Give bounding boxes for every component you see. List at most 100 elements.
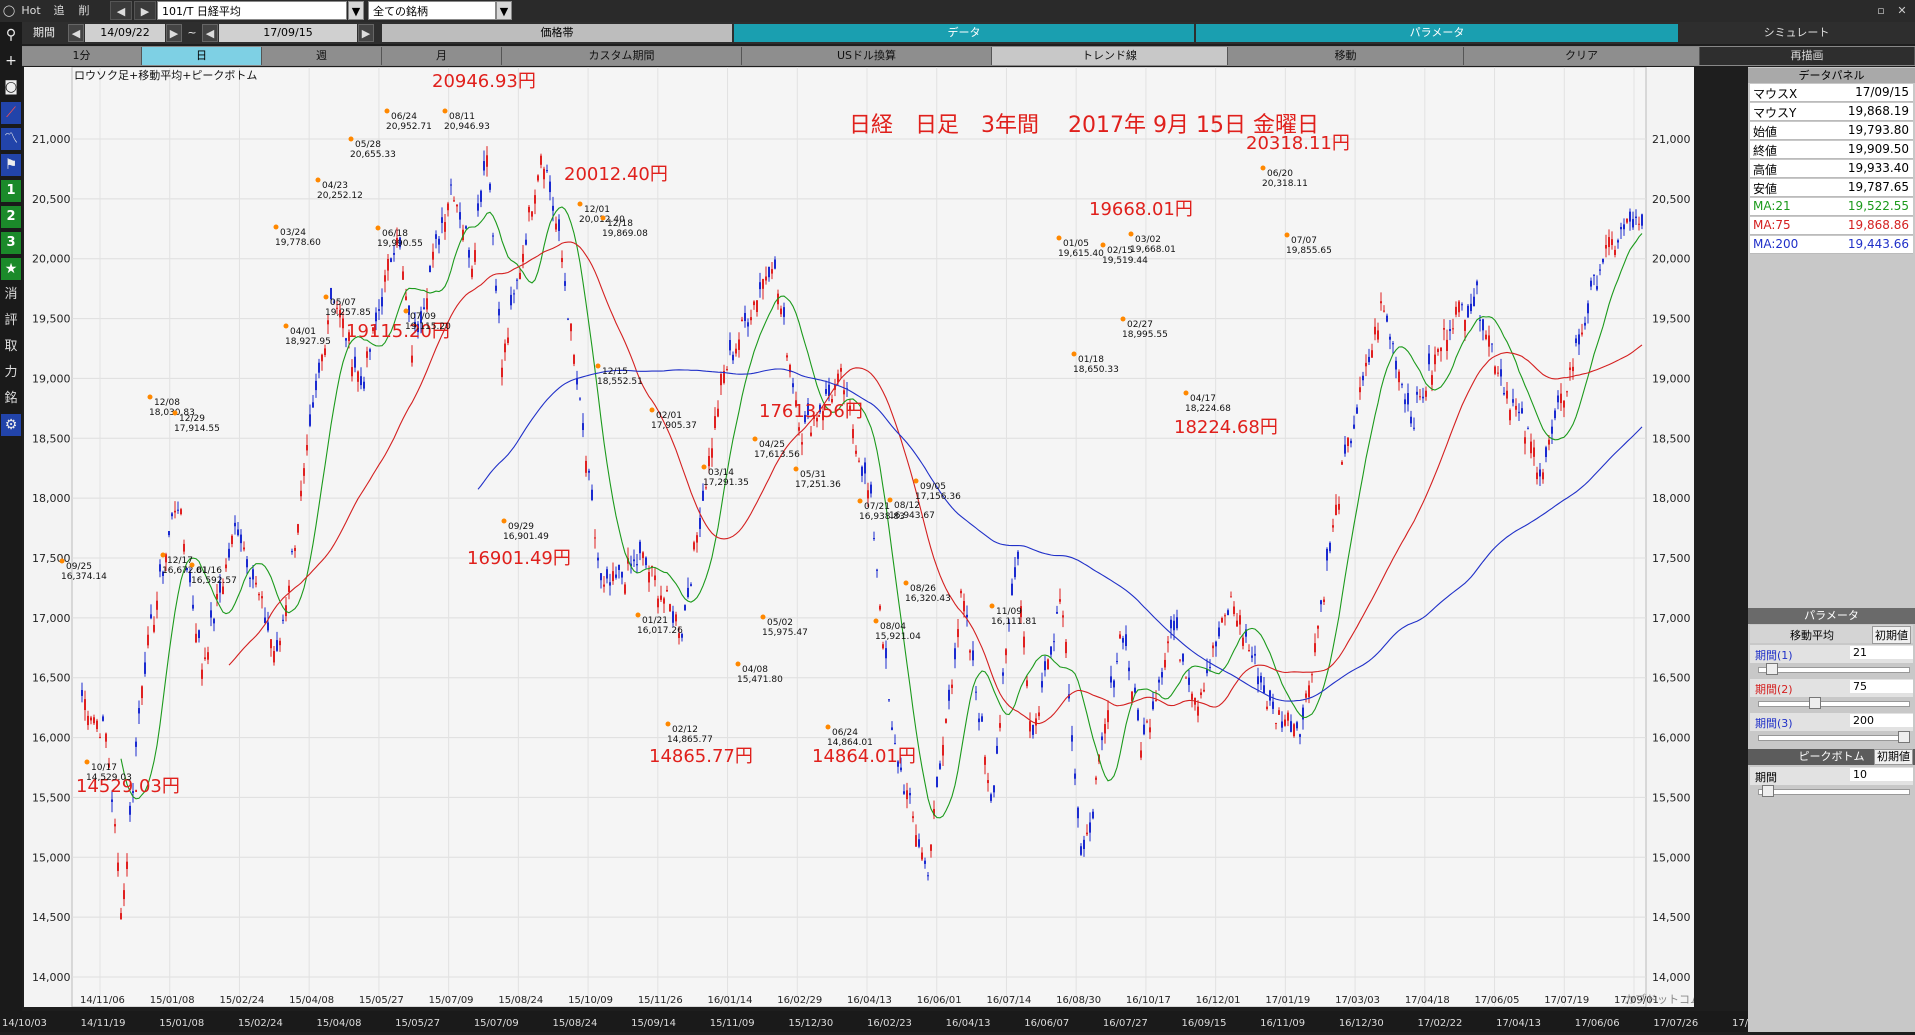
universe-select[interactable]: 全ての銘柄 (368, 1, 496, 20)
search-icon[interactable]: ⚲ (5, 27, 17, 43)
usd-convert-button[interactable]: USドル換算 (742, 47, 992, 65)
peak-date: 04/25 (759, 440, 785, 450)
tool-kanji[interactable]: 取 (4, 339, 18, 354)
tool-kanji[interactable]: 力 (4, 365, 18, 380)
slider-thumb[interactable] (1809, 697, 1822, 709)
candle-body (1068, 694, 1070, 699)
line-chart-icon[interactable]: ⟋ (1, 102, 21, 124)
candle-body (363, 381, 365, 389)
range-start-prev-icon[interactable]: ◀ (68, 24, 84, 42)
crosshair-icon[interactable]: + (5, 53, 17, 69)
peak-value: 17,156.36 (915, 492, 961, 502)
candle-body (1314, 643, 1316, 653)
candle-body (1374, 326, 1376, 335)
symbol-field[interactable]: 101/T 日経平均 (157, 1, 347, 20)
tool-kanji[interactable]: 消 (4, 287, 18, 302)
range-end-field[interactable]: 17/09/15 (219, 24, 357, 42)
star-icon[interactable]: ★ (1, 258, 21, 280)
candle-body (1527, 428, 1529, 430)
tool-kanji[interactable]: 評 (4, 313, 18, 328)
period-day[interactable]: 日 (142, 47, 262, 65)
next-arrow-icon[interactable]: ▶ (134, 1, 156, 20)
tab-price-band[interactable]: 価格帯 (382, 24, 732, 42)
ma-param-slider[interactable] (1758, 697, 1910, 709)
flag-icon[interactable]: ⚑ (1, 154, 21, 176)
ma-reset-button[interactable]: 初期値 (1872, 626, 1911, 644)
tab-simulate[interactable]: シミュレート (1680, 24, 1913, 42)
range-end-prev-icon[interactable]: ◀ (202, 24, 218, 42)
pb-param-slider[interactable] (1758, 785, 1910, 797)
candle-body (198, 630, 200, 639)
pb-reset-button[interactable]: 初期値 (1874, 749, 1913, 765)
candle-body (1266, 706, 1268, 710)
date-axis-bar: 14/10/03 14/11/19 15/01/08 15/02/24 15/04/08… (0, 1011, 1790, 1032)
delete-button[interactable]: 削 (78, 4, 90, 17)
period-week[interactable]: 週 (262, 47, 382, 65)
ma-param-value[interactable]: 21 (1850, 646, 1913, 659)
clear-button[interactable]: クリア (1464, 47, 1700, 65)
bulb-icon[interactable]: ◯ (2, 4, 16, 17)
range-end-next-icon[interactable]: ▶ (358, 24, 374, 42)
redraw-button[interactable]: 再描画 (1700, 47, 1915, 65)
candle-body (435, 234, 437, 239)
period-1min[interactable]: 1分 (22, 47, 142, 65)
candle-body (789, 364, 791, 373)
candle-body (951, 684, 953, 688)
peak-value: 15,975.47 (762, 628, 808, 638)
candle-body (1275, 722, 1277, 724)
price-callout: 14529.03円 (76, 776, 180, 797)
candle-body (1491, 343, 1493, 345)
peak-date: 08/11 (449, 112, 475, 122)
symbol-dropdown-icon[interactable]: ▼ (348, 1, 364, 20)
candle-body (1629, 211, 1631, 222)
candle-body (810, 432, 812, 436)
slider-thumb[interactable] (1761, 785, 1774, 797)
gear-icon[interactable]: ⚙ (1, 414, 21, 436)
candle-body (1428, 353, 1430, 365)
candle-body (261, 596, 263, 599)
universe-dropdown-icon[interactable]: ▼ (496, 1, 512, 20)
data-key: マウスX (1753, 87, 1798, 101)
candlestick-chart[interactable]: 21,000 21,000 20,500 20,500 20,000 20,000 19,5… (24, 66, 1723, 1008)
ma-param-value[interactable]: 75 (1850, 680, 1913, 693)
candle-body (282, 619, 284, 621)
tool-preset-3[interactable]: 3 (1, 232, 21, 254)
range-start-next-icon[interactable]: ▶ (166, 24, 182, 42)
trendline-button[interactable]: トレンド線 (992, 47, 1228, 65)
ma-param-slider[interactable] (1758, 731, 1910, 743)
candle-body (489, 183, 491, 190)
tab-params[interactable]: パラメータ (1196, 24, 1678, 42)
custom-period-button[interactable]: カスタム期間 (502, 47, 742, 65)
chart-area[interactable]: 21,000 21,000 20,500 20,500 20,000 20,000 19,5… (24, 66, 1723, 1008)
candle-body (438, 238, 440, 245)
candle-body (912, 816, 914, 819)
peak-date: 07/21 (864, 502, 890, 512)
add-button[interactable]: 追 (53, 4, 65, 17)
candle-body (1191, 693, 1193, 700)
trend-icon[interactable]: 〽 (1, 128, 21, 150)
candle-body (969, 650, 971, 653)
close-icon[interactable]: ✕ (1897, 4, 1907, 17)
data-value: 19,909.50 (1847, 142, 1909, 156)
peak-marker (384, 108, 390, 114)
slider-thumb[interactable] (1766, 663, 1778, 675)
hot-button[interactable]: Hot (21, 4, 41, 17)
candle-body (1413, 427, 1415, 429)
candle-body (1059, 599, 1061, 602)
pb-param-value[interactable]: 10 (1850, 768, 1913, 781)
period-month[interactable]: 月 (382, 47, 502, 65)
camera-icon[interactable]: ◙ (4, 79, 18, 95)
tool-kanji[interactable]: 銘 (4, 391, 18, 406)
slider-thumb[interactable] (1897, 731, 1910, 743)
tool-preset-2[interactable]: 2 (1, 206, 21, 228)
ma-param-value[interactable]: 200 (1850, 714, 1913, 727)
price-callout: 18224.68円 (1174, 417, 1278, 438)
tab-data[interactable]: データ (734, 24, 1194, 42)
ma-param-slider[interactable] (1758, 663, 1910, 675)
range-start-field[interactable]: 14/09/22 (85, 24, 165, 42)
minimize-icon[interactable]: ▫ (1877, 4, 1885, 17)
tool-preset-1[interactable]: 1 (1, 180, 21, 202)
x-tick-upper: 15/11/26 (638, 995, 683, 1006)
move-button[interactable]: 移動 (1228, 47, 1464, 65)
prev-arrow-icon[interactable]: ◀ (110, 1, 132, 20)
